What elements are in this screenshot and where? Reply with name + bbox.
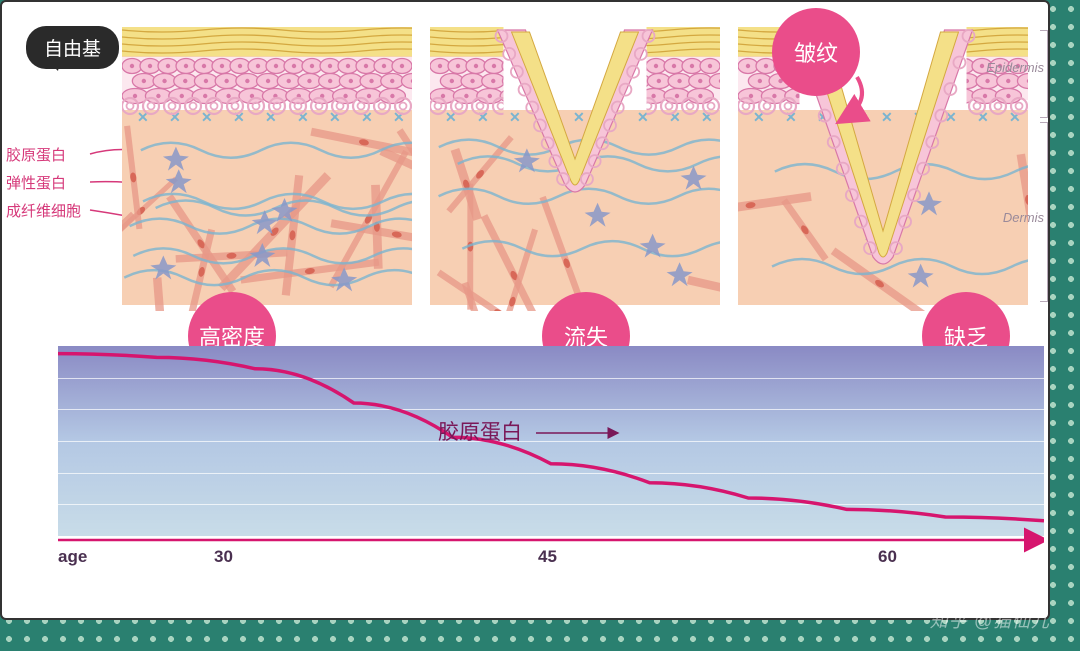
- main-card: 自由基 胶原蛋白 弹性蛋白 成纤维细胞 ✕✕✕✕✕✕✕✕✕ ✕✕✕✕✕✕✕✕✕ …: [0, 0, 1050, 620]
- chart-curve: [58, 346, 1044, 556]
- svg-text:✕: ✕: [233, 109, 245, 125]
- svg-text:✕: ✕: [637, 109, 649, 125]
- skin-stage-1: ✕✕✕✕✕✕✕✕✕: [122, 24, 412, 311]
- label-fibroblast: 成纤维细胞: [6, 200, 81, 221]
- wrinkle-arrow: [812, 72, 892, 142]
- label-epidermis: Epidermis: [986, 60, 1044, 75]
- svg-text:✕: ✕: [393, 109, 405, 125]
- label-elastin: 弹性蛋白: [6, 172, 66, 193]
- watermark: 知乎 @猫仙儿: [930, 607, 1050, 633]
- curve-label: 胶原蛋白: [438, 416, 626, 446]
- label-dermis: Dermis: [1003, 210, 1044, 225]
- svg-text:✕: ✕: [1009, 109, 1021, 125]
- svg-text:✕: ✕: [137, 109, 149, 125]
- svg-text:✕: ✕: [509, 109, 521, 125]
- label-collagen: 胶原蛋白: [6, 144, 66, 165]
- free-radical-bubble: 自由基: [26, 26, 119, 69]
- skin-diagrams-row: ✕✕✕✕✕✕✕✕✕ ✕✕✕✕✕✕✕✕✕ ✕✕✕✕✕✕✕✕✕: [122, 24, 1042, 311]
- axis-tick-30: 30: [214, 547, 233, 567]
- skin-stage-2: ✕✕✕✕✕✕✕✕✕: [430, 24, 720, 311]
- svg-text:✕: ✕: [573, 109, 585, 125]
- axis-title: age: [58, 547, 87, 567]
- axis-tick-60: 60: [878, 547, 897, 567]
- svg-text:✕: ✕: [701, 109, 713, 125]
- collagen-chart: 胶原蛋白 age 30 45 60: [58, 346, 1044, 570]
- svg-text:✕: ✕: [445, 109, 457, 125]
- axis-tick-45: 45: [538, 547, 557, 567]
- svg-text:✕: ✕: [753, 109, 765, 125]
